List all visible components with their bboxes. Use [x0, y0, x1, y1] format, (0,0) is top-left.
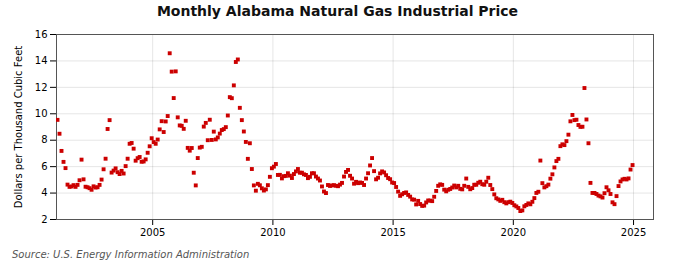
svg-text:14: 14	[35, 55, 48, 66]
svg-text:4: 4	[41, 187, 47, 198]
svg-text:Dollars per Thousand Cubic Fee: Dollars per Thousand Cubic Feet	[13, 46, 24, 209]
html-text:Monthly Alabama Natural Gas In: Monthly Alabama Natural Gas Industrial P…	[156, 3, 519, 19]
svg-text:2010: 2010	[260, 227, 285, 238]
svg-text:12: 12	[35, 82, 48, 93]
svg-text:2: 2	[41, 214, 47, 225]
svg-text:10: 10	[35, 108, 48, 119]
html-text:Source: U.S. Energy Informatio: Source: U.S. Energy Information Administ…	[12, 249, 250, 260]
svg-text:2015: 2015	[380, 227, 405, 238]
svg-text:2025: 2025	[621, 227, 646, 238]
svg-text:6: 6	[41, 161, 47, 172]
svg-text:2020: 2020	[501, 227, 526, 238]
svg-text:2005: 2005	[140, 227, 165, 238]
svg-text:16: 16	[35, 29, 48, 40]
svg-text:8: 8	[41, 134, 47, 145]
